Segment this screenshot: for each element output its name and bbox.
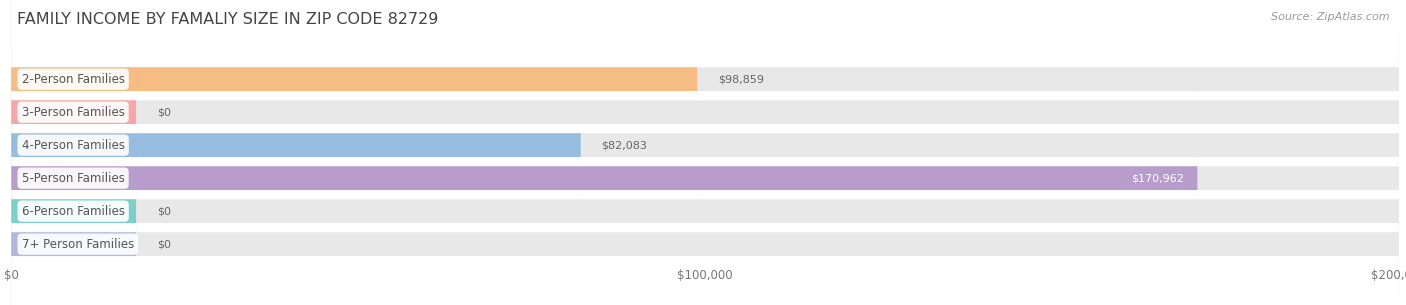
FancyBboxPatch shape bbox=[11, 58, 1399, 305]
Text: 2-Person Families: 2-Person Families bbox=[21, 73, 125, 86]
Text: $170,962: $170,962 bbox=[1130, 173, 1184, 183]
FancyBboxPatch shape bbox=[11, 0, 1399, 298]
FancyBboxPatch shape bbox=[11, 0, 136, 298]
Text: 5-Person Families: 5-Person Families bbox=[21, 172, 125, 185]
FancyBboxPatch shape bbox=[11, 0, 1399, 265]
FancyBboxPatch shape bbox=[11, 58, 136, 305]
FancyBboxPatch shape bbox=[11, 0, 581, 305]
Text: $98,859: $98,859 bbox=[718, 74, 763, 84]
FancyBboxPatch shape bbox=[11, 0, 1399, 305]
Text: $0: $0 bbox=[157, 206, 172, 216]
FancyBboxPatch shape bbox=[11, 0, 1399, 305]
Text: $0: $0 bbox=[157, 239, 172, 249]
FancyBboxPatch shape bbox=[11, 25, 1399, 305]
Text: $82,083: $82,083 bbox=[602, 140, 648, 150]
FancyBboxPatch shape bbox=[11, 25, 136, 305]
Text: Source: ZipAtlas.com: Source: ZipAtlas.com bbox=[1271, 12, 1389, 22]
Text: 7+ Person Families: 7+ Person Families bbox=[21, 238, 134, 251]
FancyBboxPatch shape bbox=[11, 0, 1198, 305]
Text: 6-Person Families: 6-Person Families bbox=[21, 205, 125, 218]
Text: 4-Person Families: 4-Person Families bbox=[21, 139, 125, 152]
Text: $0: $0 bbox=[157, 107, 172, 117]
Text: 3-Person Families: 3-Person Families bbox=[21, 106, 125, 119]
Text: FAMILY INCOME BY FAMALIY SIZE IN ZIP CODE 82729: FAMILY INCOME BY FAMALIY SIZE IN ZIP COD… bbox=[17, 12, 439, 27]
FancyBboxPatch shape bbox=[11, 0, 697, 265]
